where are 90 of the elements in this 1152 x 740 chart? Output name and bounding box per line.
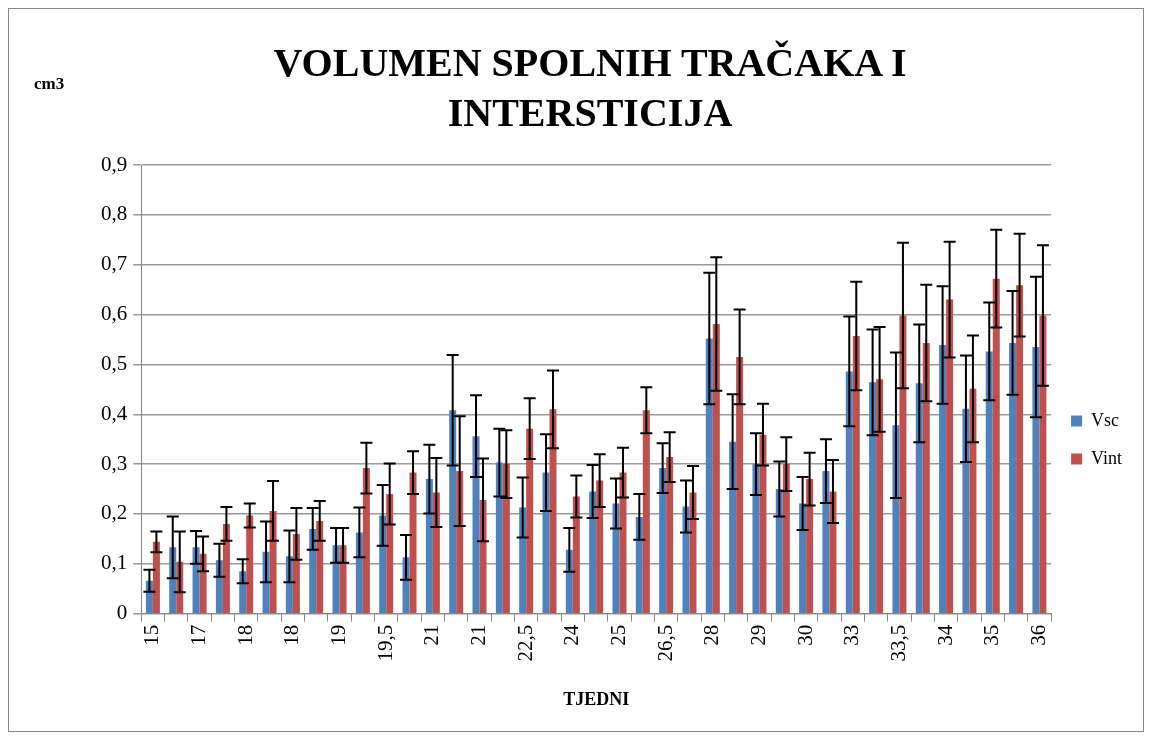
x-tick-label: 25 bbox=[606, 624, 631, 646]
x-tick-label: 21 bbox=[419, 624, 444, 646]
bar bbox=[1032, 346, 1040, 613]
bar bbox=[682, 506, 690, 613]
bar bbox=[246, 515, 254, 613]
x-tick-label: 33,5 bbox=[885, 624, 910, 662]
bar bbox=[666, 457, 674, 613]
x-tick-label: 28 bbox=[699, 624, 724, 646]
bar bbox=[736, 356, 744, 613]
x-tick-label: 15 bbox=[139, 624, 164, 646]
legend-label: Vsc bbox=[1091, 409, 1120, 430]
bar bbox=[619, 472, 627, 613]
x-tick-label: 21 bbox=[466, 624, 491, 646]
y-tick-label: 0,4 bbox=[101, 400, 128, 425]
bar bbox=[659, 468, 667, 613]
bar bbox=[152, 541, 160, 613]
x-tick-label: 19,5 bbox=[372, 624, 397, 662]
bar bbox=[985, 351, 993, 613]
y-tick-label: 0,2 bbox=[101, 500, 128, 525]
bar bbox=[502, 464, 510, 613]
y-tick-label: 0,1 bbox=[101, 550, 128, 575]
bar bbox=[845, 371, 853, 613]
bar bbox=[806, 479, 814, 613]
bar bbox=[705, 338, 713, 613]
bar bbox=[526, 428, 534, 613]
bar bbox=[425, 479, 433, 613]
x-tick-label: 26,5 bbox=[652, 624, 677, 662]
x-tick-label: 34 bbox=[932, 624, 957, 646]
bar bbox=[222, 523, 230, 613]
bar bbox=[946, 299, 954, 613]
bar bbox=[542, 472, 550, 613]
x-tick-label: 29 bbox=[745, 624, 770, 646]
bar bbox=[596, 480, 604, 613]
bar bbox=[899, 315, 907, 613]
y-tick-label: 0,3 bbox=[101, 450, 128, 475]
x-tick-label: 36 bbox=[1025, 624, 1050, 646]
bar bbox=[409, 472, 417, 613]
bar bbox=[572, 496, 580, 613]
bar bbox=[752, 464, 760, 613]
bar bbox=[922, 342, 930, 613]
y-tick-label: 0 bbox=[116, 600, 128, 625]
x-tick-label: 18 bbox=[232, 624, 257, 646]
bar bbox=[589, 491, 597, 613]
bar bbox=[1039, 315, 1047, 613]
bar bbox=[495, 462, 503, 613]
bar bbox=[822, 471, 830, 613]
bar bbox=[386, 494, 394, 613]
bar bbox=[1009, 342, 1017, 613]
legend-label: Vint bbox=[1091, 447, 1122, 468]
bar bbox=[549, 409, 557, 613]
x-tick-label: 22,5 bbox=[512, 624, 537, 662]
bar bbox=[799, 503, 807, 613]
bar bbox=[939, 344, 947, 613]
bar bbox=[782, 464, 790, 613]
bar bbox=[612, 503, 620, 613]
bar bbox=[449, 410, 457, 613]
y-tick-label: 0,6 bbox=[101, 301, 128, 326]
bar bbox=[362, 468, 370, 613]
y-tick-label: 0,5 bbox=[101, 350, 128, 375]
bar bbox=[332, 545, 340, 613]
bar bbox=[869, 382, 877, 613]
bar bbox=[759, 434, 767, 613]
bar bbox=[339, 545, 347, 613]
y-axis-title: cm3 bbox=[34, 74, 65, 94]
x-tick-label: 35 bbox=[979, 624, 1004, 646]
bar bbox=[712, 324, 720, 613]
bar bbox=[969, 388, 977, 613]
bar bbox=[472, 436, 480, 613]
x-tick-label: 19 bbox=[326, 624, 351, 646]
x-tick-label: 33 bbox=[839, 624, 864, 646]
bar bbox=[915, 383, 923, 613]
bar bbox=[992, 278, 1000, 613]
bar bbox=[729, 441, 737, 613]
x-tick-label: 30 bbox=[792, 624, 817, 646]
x-axis-title: TJEDNI bbox=[563, 688, 630, 709]
y-tick-label: 0,9 bbox=[101, 151, 128, 176]
chart-title: VOLUMEN SPOLNIH TRAČAKA I INTERSTICIJA bbox=[272, 39, 908, 137]
bar bbox=[775, 489, 783, 613]
bar bbox=[316, 520, 324, 613]
y-tick-label: 0,8 bbox=[101, 201, 128, 226]
bar bbox=[1016, 285, 1024, 613]
y-tick-label: 0,7 bbox=[101, 251, 128, 276]
bar bbox=[635, 516, 643, 613]
x-tick-label: 24 bbox=[559, 624, 584, 646]
bar bbox=[876, 379, 884, 613]
bar bbox=[852, 335, 860, 613]
x-tick-label: 17 bbox=[186, 624, 211, 646]
bar bbox=[689, 492, 697, 613]
bar bbox=[642, 410, 650, 613]
x-tick-label: 18 bbox=[279, 624, 304, 646]
